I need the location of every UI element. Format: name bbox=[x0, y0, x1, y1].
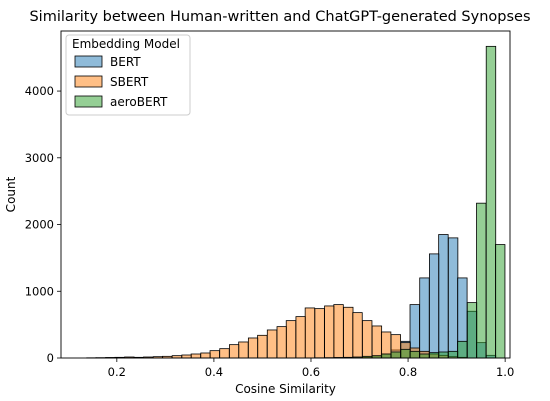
bar-aerobert-16 bbox=[466, 302, 478, 359]
bar-sbert-27 bbox=[343, 306, 354, 359]
bar-sbert-12 bbox=[200, 352, 211, 359]
bar-aerobert-12 bbox=[429, 352, 440, 359]
bar-aerobert-18 bbox=[485, 45, 497, 359]
bar-aerobert-7 bbox=[380, 353, 392, 359]
y-tick-label: 0 bbox=[47, 351, 54, 365]
bar-sbert-16 bbox=[238, 341, 249, 359]
legend-swatch-sbert bbox=[74, 75, 103, 88]
bar-sbert-15 bbox=[229, 344, 240, 359]
bar-aerobert-13 bbox=[438, 351, 449, 359]
y-tick-label: 1000 bbox=[25, 284, 54, 298]
plot-frame bbox=[60, 30, 511, 359]
bar-bert-8 bbox=[438, 234, 449, 359]
legend-label-bert: BERT bbox=[110, 55, 141, 69]
bar-sbert-23 bbox=[304, 307, 316, 359]
legend-label-sbert: SBERT bbox=[110, 75, 149, 89]
bar-bert-9 bbox=[447, 237, 459, 359]
bar-sbert-29 bbox=[362, 320, 373, 359]
bar-sbert-17 bbox=[247, 337, 259, 359]
chart-title: Similarity between Human-written and Cha… bbox=[29, 9, 530, 25]
bar-sbert-20 bbox=[276, 326, 287, 359]
bar-aerobert-15 bbox=[457, 340, 468, 359]
bar-sbert-10 bbox=[181, 354, 192, 359]
bar-aerobert-17 bbox=[476, 202, 487, 359]
bar-sbert-21 bbox=[285, 320, 297, 359]
bar-sbert-24 bbox=[314, 308, 325, 359]
bar-aerobert-19 bbox=[495, 244, 506, 359]
legend-title: Embedding Model bbox=[72, 37, 180, 51]
bar-sbert-14 bbox=[219, 348, 230, 359]
legend-swatch-bert bbox=[74, 55, 103, 68]
bar-bert-6 bbox=[419, 277, 430, 359]
bar-aerobert-14 bbox=[447, 350, 459, 359]
bar-aerobert-9 bbox=[400, 348, 411, 359]
x-axis-label: Cosine Similarity bbox=[235, 382, 336, 396]
bar-bert-7 bbox=[429, 253, 440, 359]
y-tick-label: 4000 bbox=[25, 84, 54, 98]
x-tick-label: 0.6 bbox=[302, 365, 320, 379]
bar-sbert-18 bbox=[257, 334, 268, 359]
bar-sbert-26 bbox=[333, 304, 344, 359]
legend-items: BERT SBERT aeroBERT bbox=[74, 55, 168, 109]
legend-swatch-aerobert bbox=[74, 95, 103, 108]
bar-sbert-11 bbox=[190, 353, 201, 359]
y-axis-ticks: 0 1000 2000 3000 4000 bbox=[25, 84, 61, 365]
x-tick-label: 0.2 bbox=[108, 365, 126, 379]
bar-sbert-22 bbox=[295, 316, 306, 359]
bar-aerobert-8 bbox=[390, 351, 401, 359]
bar-aerobert-11 bbox=[419, 353, 430, 359]
legend-box bbox=[65, 34, 191, 116]
bar-sbert-25 bbox=[324, 305, 335, 359]
bar-sbert-30 bbox=[371, 325, 383, 359]
bar-sbert-13 bbox=[209, 350, 220, 359]
bar-aerobert-10 bbox=[409, 350, 420, 359]
legend: Embedding Model BERT SBERT aeroBERT bbox=[65, 34, 191, 116]
x-axis-ticks: 0.2 0.4 0.6 0.8 1.0 bbox=[108, 358, 514, 379]
x-tick-label: 1.0 bbox=[496, 365, 514, 379]
x-tick-label: 0.8 bbox=[399, 365, 417, 379]
x-tick-label: 0.4 bbox=[205, 365, 223, 379]
bar-sbert-28 bbox=[352, 312, 363, 359]
y-axis-label: Count bbox=[4, 176, 18, 212]
y-tick-label: 2000 bbox=[25, 218, 54, 232]
y-tick-label: 3000 bbox=[25, 151, 54, 165]
legend-label-aerobert: aeroBERT bbox=[110, 95, 168, 109]
bar-sbert-19 bbox=[266, 329, 278, 359]
